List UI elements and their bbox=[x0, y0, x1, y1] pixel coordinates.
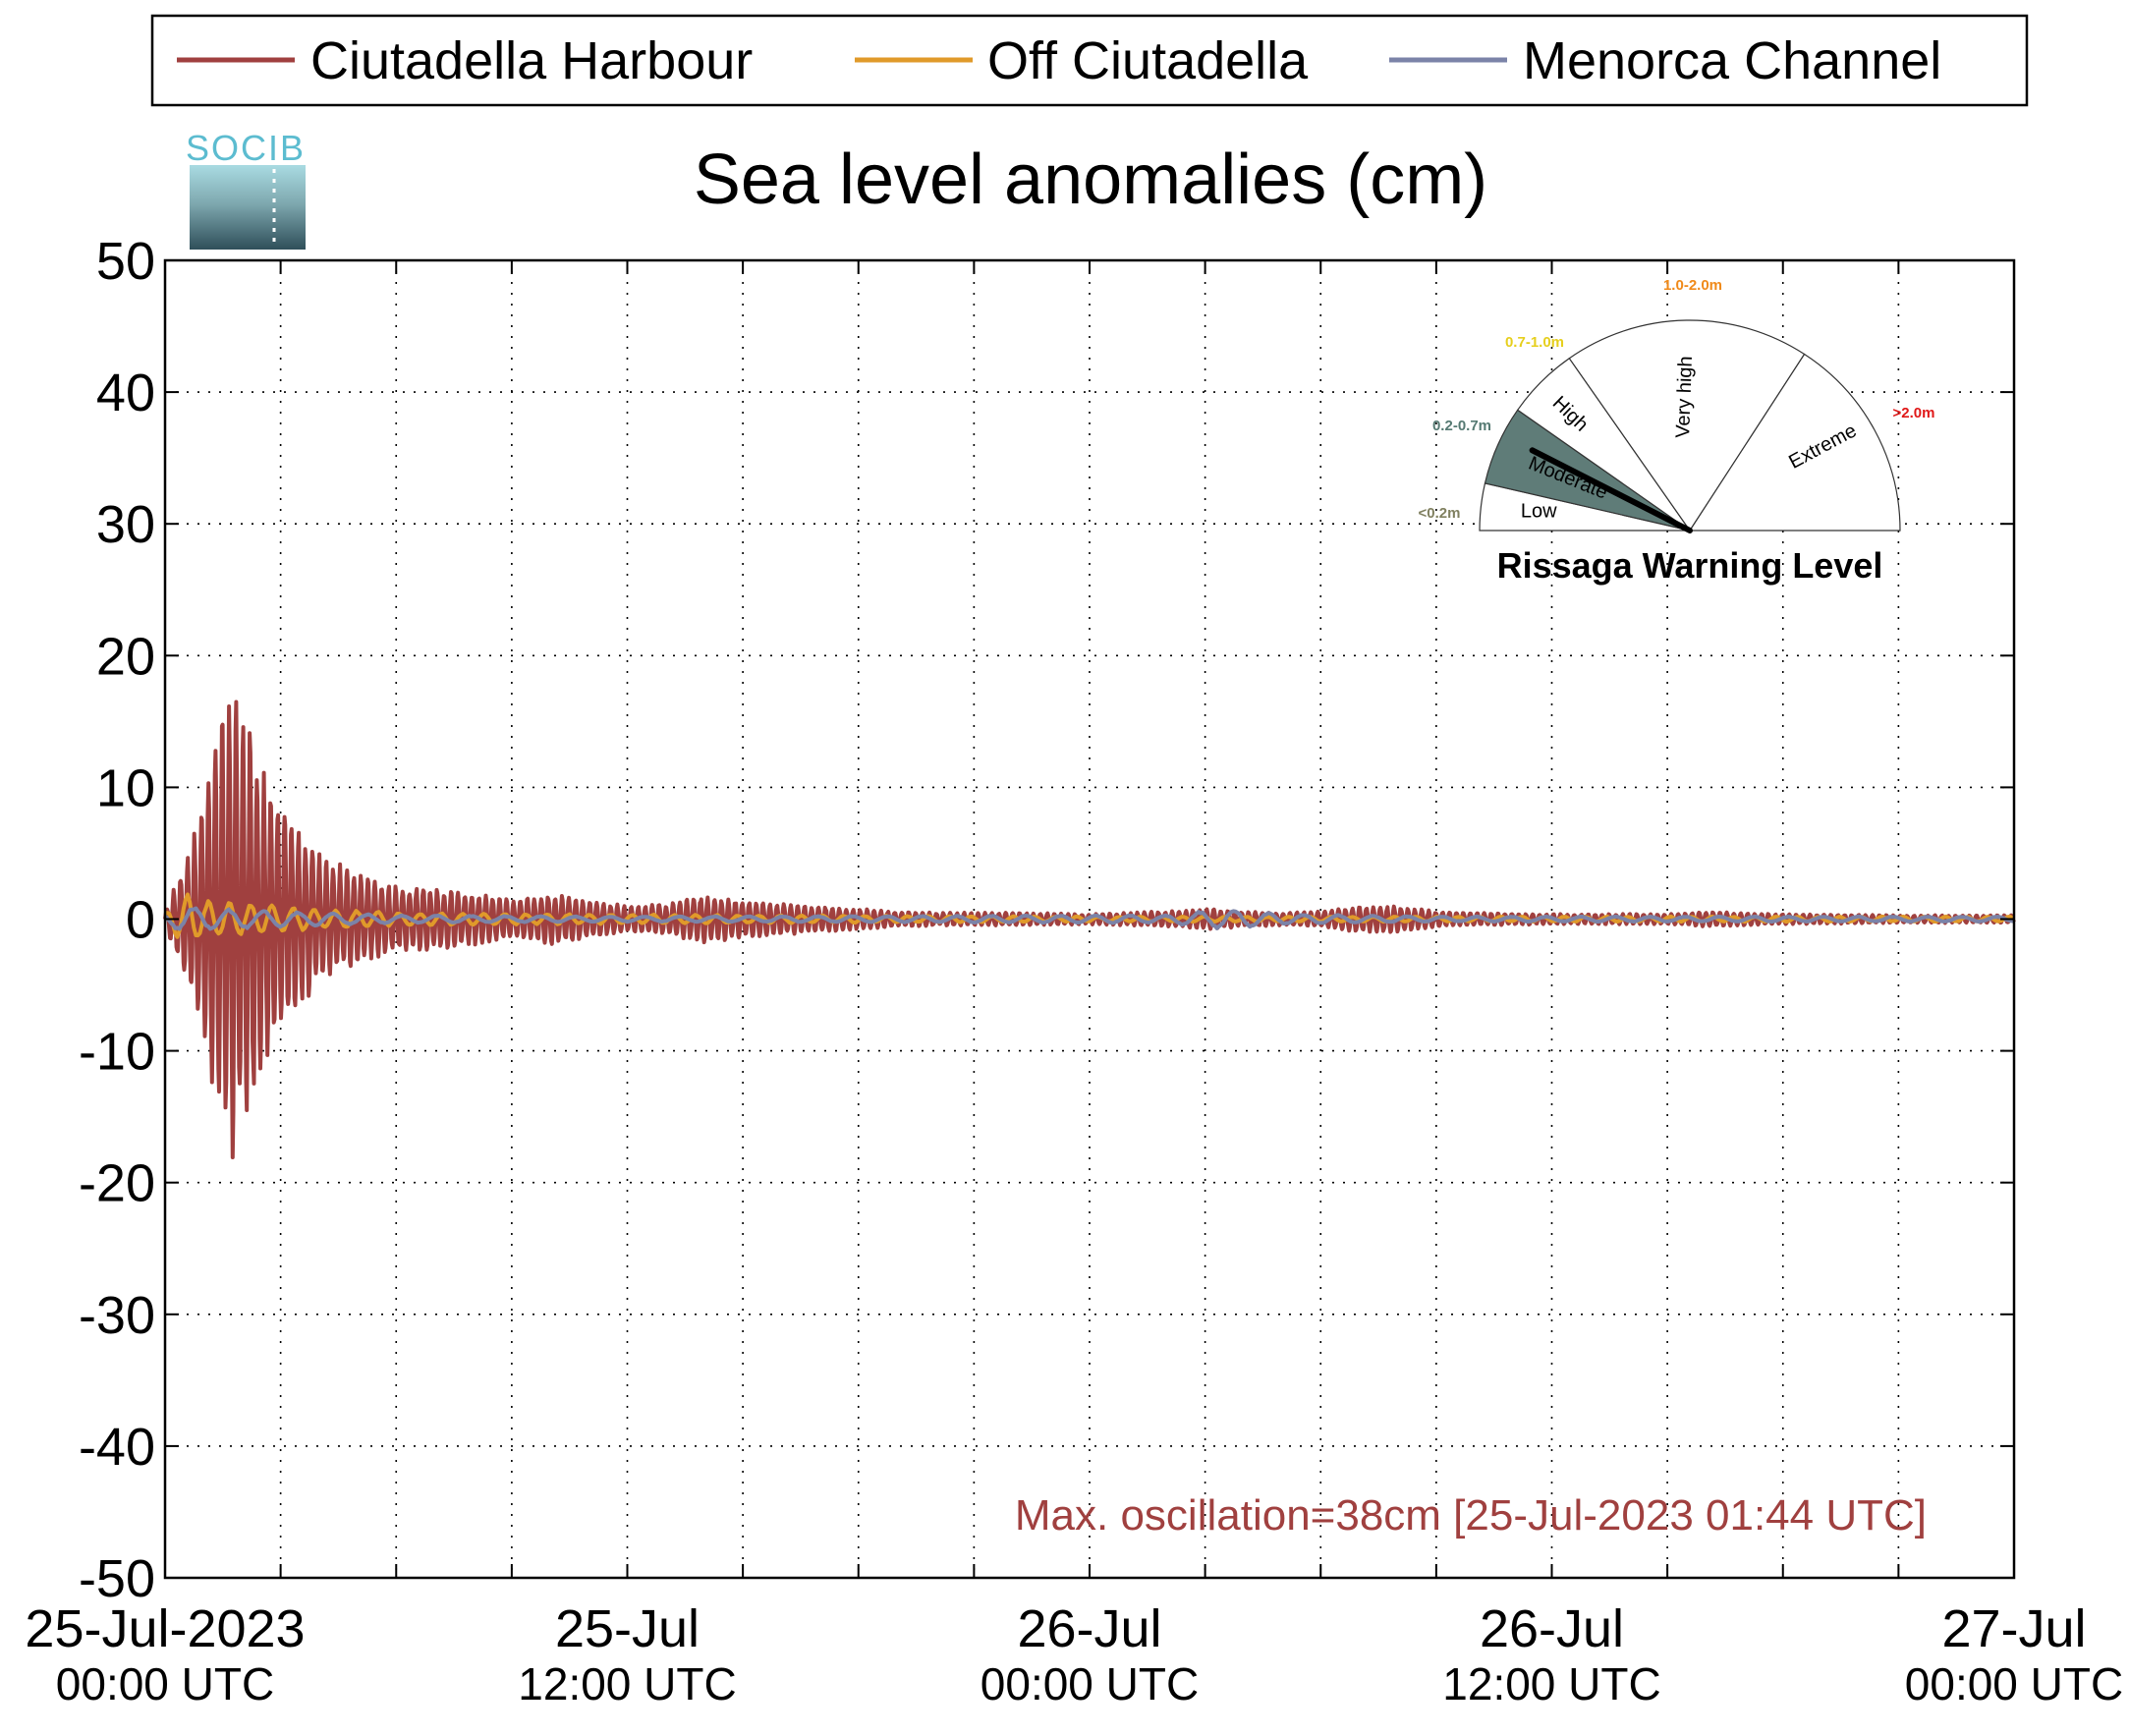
y-tick-label: 20 bbox=[96, 627, 155, 686]
y-tick-label: 50 bbox=[96, 232, 155, 291]
x-tick-label-time: 12:00 UTC bbox=[518, 1658, 736, 1709]
y-tick-label: 10 bbox=[96, 758, 155, 817]
gauge-needle bbox=[1529, 447, 1693, 533]
socib-logo: SOCIB bbox=[186, 128, 306, 250]
y-tick-label: -50 bbox=[79, 1549, 155, 1608]
x-tick-label-time: 00:00 UTC bbox=[1905, 1658, 2123, 1709]
x-tick-label-time: 00:00 UTC bbox=[56, 1658, 274, 1709]
gauge-segment-label: Low bbox=[1521, 500, 1557, 522]
x-tick-label-time: 00:00 UTC bbox=[980, 1658, 1199, 1709]
y-tick-label: -30 bbox=[79, 1286, 155, 1345]
socib-logo-text: SOCIB bbox=[186, 128, 306, 168]
x-tick-label-date: 27-Jul bbox=[1941, 1599, 2086, 1658]
legend-label-menorca-channel: Menorca Channel bbox=[1523, 31, 1941, 90]
gauge-range-label: 0.7-1.0m bbox=[1505, 334, 1564, 351]
y-tick-labels: 50 40 30 20 10 0 -10 -20 -30 -40 -50 bbox=[79, 232, 155, 1608]
gauge-range-label: 0.2-0.7m bbox=[1432, 418, 1491, 434]
gauge-range-label: <0.2m bbox=[1419, 505, 1461, 522]
chart-title: Sea level anomalies (cm) bbox=[694, 140, 1487, 219]
x-tick-label-date: 26-Jul bbox=[1480, 1599, 1624, 1658]
series-line-menorca-channel bbox=[163, 906, 2015, 931]
gauge-segment-extreme bbox=[1688, 353, 1901, 532]
y-tick-label: 40 bbox=[96, 364, 155, 422]
x-tick-label-date: 26-Jul bbox=[1017, 1599, 1161, 1658]
y-tick-label: -10 bbox=[79, 1023, 155, 1082]
legend-frame bbox=[150, 14, 2029, 107]
gauge-segment-very-high bbox=[1568, 319, 1806, 532]
ticks bbox=[165, 260, 2014, 1578]
y-tick-label: -20 bbox=[79, 1154, 155, 1213]
legend: Ciutadella Harbour Off Ciutadella Menorc… bbox=[150, 14, 2029, 107]
x-tick-label-date: 25-Jul-2023 bbox=[25, 1599, 305, 1658]
legend-label-ciutadella-harbour: Ciutadella Harbour bbox=[310, 31, 753, 90]
x-tick-label-time: 12:00 UTC bbox=[1442, 1658, 1660, 1709]
gauge-segment-label: Very high bbox=[1672, 356, 1697, 438]
y-tick-label: 0 bbox=[126, 891, 155, 950]
x-tick-label-date: 25-Jul bbox=[555, 1599, 700, 1658]
series-layer bbox=[163, 700, 2016, 1159]
socib-logo-block bbox=[190, 165, 306, 250]
y-tick-label: 30 bbox=[96, 495, 155, 554]
legend-label-off-ciutadella: Off Ciutadella bbox=[987, 31, 1309, 90]
max-oscillation-annotation: Max. oscillation=38cm [25-Jul-2023 01:44… bbox=[1015, 1491, 1927, 1540]
gauge-title: Rissaga Warning Level bbox=[1497, 545, 1883, 586]
y-tick-label: -40 bbox=[79, 1418, 155, 1477]
gauge-range-label: >2.0m bbox=[1893, 405, 1935, 421]
gauge-range-label: 1.0-2.0m bbox=[1663, 277, 1722, 294]
